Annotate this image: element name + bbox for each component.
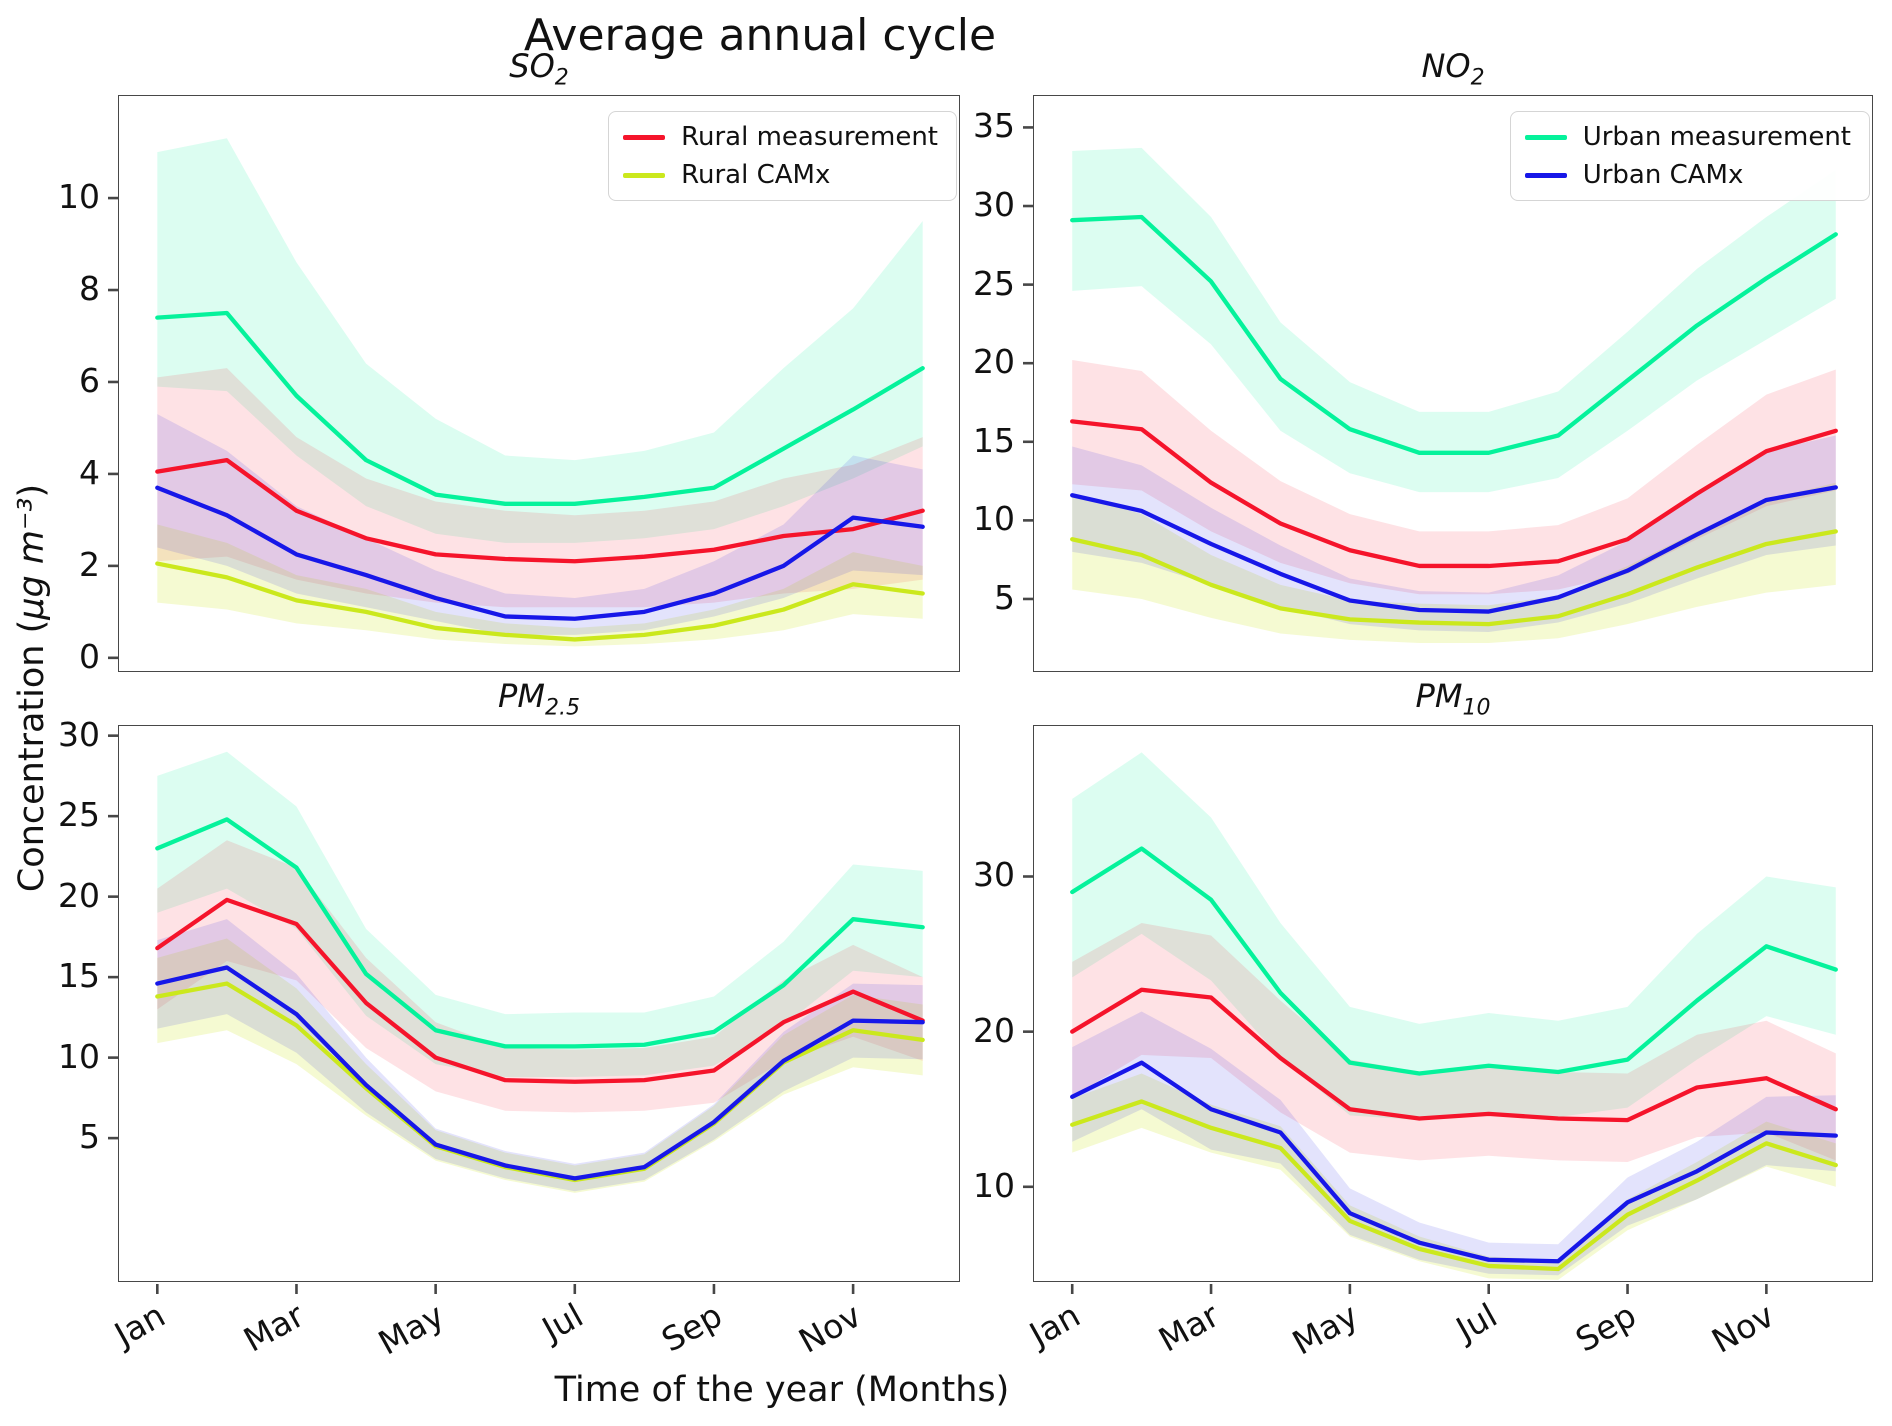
legend-so2: Rural measurement Rural CAMx xyxy=(608,111,957,201)
y-tick-label: 0 xyxy=(79,636,100,676)
legend-entry: Rural measurement xyxy=(623,122,938,152)
legend-label: Urban measurement xyxy=(1582,122,1851,152)
plot-area-no2 xyxy=(1023,126,1838,643)
legend-no2: Urban measurement Urban CAMx xyxy=(1509,111,1870,201)
band-pm10-rural_measurement xyxy=(1072,923,1836,1162)
series-line-pm25-urban_measurement xyxy=(155,817,925,1049)
x-tick-label-mar: Mar xyxy=(1152,1295,1226,1360)
plot-area-pm25 xyxy=(108,734,925,1294)
y-tick-label: 2 xyxy=(79,544,100,584)
x-tick-label-may: May xyxy=(371,1295,451,1363)
y-tick-label: 25 xyxy=(973,263,1015,303)
band-so2-rural_camx xyxy=(157,524,923,647)
panel-pm25 xyxy=(108,725,960,1294)
y-tick-label: 30 xyxy=(973,855,1015,895)
y-tick-label: 15 xyxy=(58,956,100,996)
panel-no2 xyxy=(1023,95,1873,672)
legend-line-swatch-urban_measurement xyxy=(1524,134,1567,140)
y-tick-label: 20 xyxy=(973,1010,1015,1050)
subplot-title-subscript: 2 xyxy=(1470,65,1485,91)
plot-area-pm10 xyxy=(1023,752,1838,1294)
legend-label: Rural CAMx xyxy=(681,160,831,190)
legend-entry: Rural CAMx xyxy=(623,160,938,190)
y-tick-label: 10 xyxy=(973,499,1015,539)
x-tick-label-jan: Jan xyxy=(108,1295,172,1355)
series-line-pm25-urban_camx xyxy=(155,965,925,1181)
y-tick-label: 30 xyxy=(973,185,1015,225)
x-tick-label-jul: Jul xyxy=(1449,1295,1504,1349)
band-no2-urban_measurement xyxy=(1072,147,1836,493)
subplot-title-subscript: 10 xyxy=(1462,695,1491,721)
subplot-title-base: SO xyxy=(509,47,555,85)
band-no2-rural_measurement xyxy=(1072,360,1836,595)
series-line-no2-urban_camx xyxy=(1070,485,1838,614)
band-pm25-urban_measurement xyxy=(157,751,923,1077)
series-line-so2-urban_measurement xyxy=(155,310,925,506)
series-line-pm10-urban_camx xyxy=(1070,1060,1838,1264)
subplot-title-base: PM xyxy=(498,677,545,715)
series-line-pm10-rural_camx xyxy=(1070,1099,1838,1272)
y-tick-label: 6 xyxy=(79,360,100,400)
panel-pm10 xyxy=(1023,725,1873,1294)
subplot-title-base: PM xyxy=(1415,677,1463,715)
y-tick-label: 15 xyxy=(973,420,1015,460)
x-tick-label-jan: Jan xyxy=(1023,1295,1087,1355)
subplot-title-subscript: 2.5 xyxy=(544,695,580,721)
y-tick-label: 10 xyxy=(973,1165,1015,1205)
x-tick-label-nov: Nov xyxy=(1705,1295,1781,1361)
series-line-pm10-urban_measurement xyxy=(1070,846,1838,1076)
legend-line-swatch-rural_camx xyxy=(623,172,666,178)
series-line-no2-rural_camx xyxy=(1070,529,1838,627)
series-line-no2-rural_measurement xyxy=(1070,419,1838,569)
subplot-title-base: NO xyxy=(1421,47,1471,85)
series-line-pm25-rural_measurement xyxy=(155,897,925,1084)
y-tick-label: 20 xyxy=(973,342,1015,382)
subplot-title-pm25: PM2.5 xyxy=(498,677,580,720)
figure-title: Average annual cycle xyxy=(523,10,997,61)
subplot-title-no2: NO2 xyxy=(1421,47,1484,90)
y-tick-label: 30 xyxy=(58,714,100,754)
y-tick-label: 8 xyxy=(79,269,100,309)
band-so2-urban_camx xyxy=(157,414,923,635)
band-pm25-rural_measurement xyxy=(157,840,923,1113)
y-tick-label: 10 xyxy=(58,177,100,217)
y-tick-label: 20 xyxy=(58,875,100,915)
plot-area-so2 xyxy=(108,138,925,660)
series-line-so2-urban_camx xyxy=(155,485,925,621)
y-tick-label: 5 xyxy=(79,1117,100,1157)
x-tick-label-may: May xyxy=(1285,1295,1365,1363)
y-tick-label: 10 xyxy=(58,1036,100,1076)
legend-line-swatch-urban_camx xyxy=(1524,172,1567,178)
y-tick-label: 4 xyxy=(79,452,100,492)
legend-entry: Urban CAMx xyxy=(1524,160,1851,190)
subplot-title-pm10: PM10 xyxy=(1416,677,1491,720)
band-pm10-urban_measurement xyxy=(1072,752,1836,1121)
y-tick-label: 25 xyxy=(58,795,100,835)
series-line-so2-rural_measurement xyxy=(155,457,925,564)
band-pm25-urban_camx xyxy=(157,919,923,1192)
x-tick-label-mar: Mar xyxy=(237,1295,311,1360)
subplot-title-subscript: 2 xyxy=(554,65,569,91)
band-no2-urban_camx xyxy=(1072,435,1836,632)
band-pm10-urban_camx xyxy=(1072,1011,1836,1276)
series-line-so2-rural_camx xyxy=(155,561,925,642)
x-axis-label: Time of the year (Months) xyxy=(554,1370,1010,1410)
x-tick-label-sep: Sep xyxy=(1568,1295,1642,1360)
y-tick-label: 35 xyxy=(973,106,1015,146)
legend-line-swatch-rural_measurement xyxy=(623,134,666,140)
legend-label: Rural measurement xyxy=(681,122,938,152)
legend-label: Urban CAMx xyxy=(1582,160,1744,190)
series-line-pm10-rural_measurement xyxy=(1070,987,1838,1123)
y-tick-label: 5 xyxy=(994,577,1015,617)
series-line-no2-urban_measurement xyxy=(1070,214,1838,455)
band-pm25-rural_camx xyxy=(157,938,923,1193)
subplot-title-so2: SO2 xyxy=(509,47,569,90)
legend-entry: Urban measurement xyxy=(1524,122,1851,152)
